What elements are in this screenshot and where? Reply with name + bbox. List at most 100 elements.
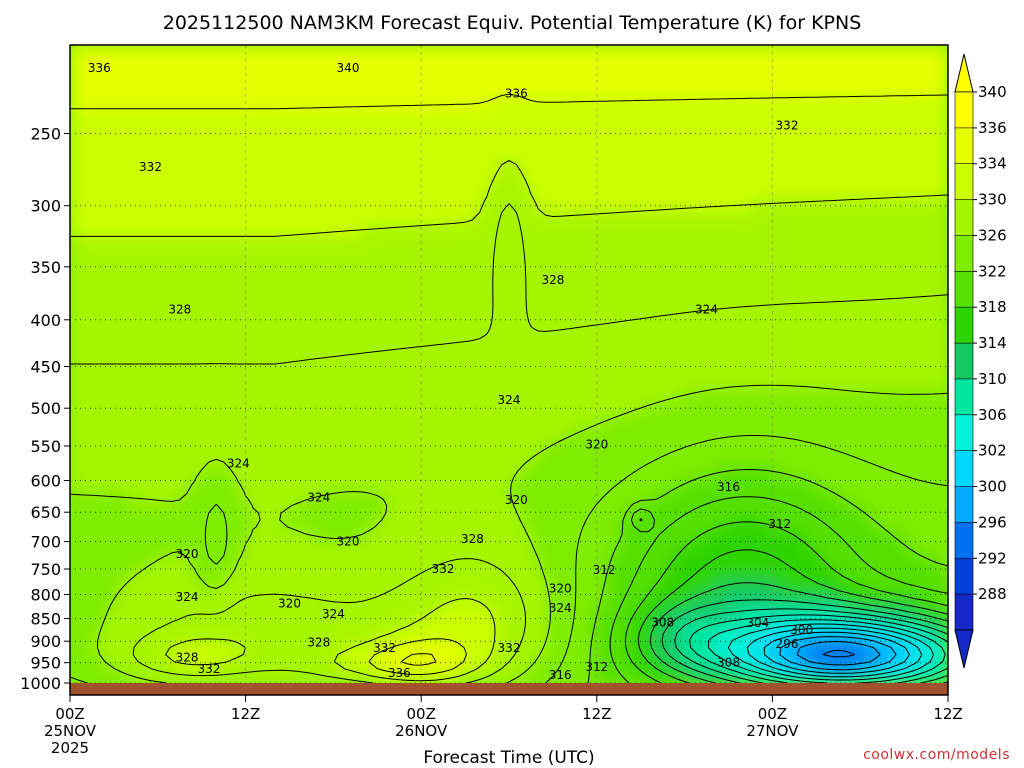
field-cell: [509, 389, 523, 404]
field-cell: [301, 402, 315, 417]
field-cell: [106, 57, 120, 72]
field-cell: [460, 223, 474, 238]
field-cell: [850, 542, 864, 557]
field-cell: [765, 568, 779, 582]
field-cell: [752, 210, 767, 225]
field-cell: [509, 223, 523, 238]
field-cell: [167, 300, 181, 314]
field-cell: [850, 236, 864, 251]
field-cell: [387, 542, 401, 557]
field-cell: [265, 57, 279, 72]
field-cell: [106, 45, 120, 59]
field-cell: [191, 427, 206, 442]
field-cell: [545, 147, 559, 161]
field-cell: [545, 542, 559, 557]
y-tick-label: 350: [30, 258, 61, 277]
field-cell: [496, 466, 510, 480]
credit-text[interactable]: coolwx.com/models: [863, 747, 1010, 763]
field-cell: [740, 96, 754, 110]
field-cell: [70, 57, 84, 72]
field-cell: [582, 313, 596, 327]
field-cell: [582, 134, 596, 149]
field-cell: [448, 261, 462, 276]
field-cell: [765, 478, 779, 493]
field-cell: [582, 351, 596, 365]
field-cell: [155, 415, 169, 429]
field-cell: [399, 593, 413, 608]
field-cell: [265, 478, 279, 493]
field-cell: [752, 147, 767, 161]
field-cell: [801, 657, 815, 672]
field-cell: [679, 670, 693, 683]
field-cell: [691, 83, 706, 98]
field-cell: [887, 198, 901, 212]
field-cell: [521, 529, 535, 544]
field-cell: [423, 580, 437, 595]
field-cell: [143, 70, 157, 85]
field-cell: [94, 670, 108, 683]
field-cell: [570, 351, 584, 365]
field-cell: [801, 172, 815, 187]
field-cell: [472, 210, 486, 225]
field-cell: [374, 427, 389, 442]
field-cell: [94, 466, 108, 480]
field-cell: [143, 351, 157, 365]
field-cell: [887, 300, 901, 314]
field-cell: [582, 491, 596, 506]
field-cell: [813, 632, 828, 646]
field-cell: [777, 351, 791, 365]
field-cell: [118, 491, 132, 506]
field-cell: [630, 198, 645, 212]
field-cell: [472, 108, 486, 123]
field-cell: [789, 134, 803, 149]
field-cell: [618, 274, 632, 289]
field-cell: [387, 236, 401, 251]
field-cell: [472, 517, 486, 531]
field-cell: [570, 376, 584, 391]
field-cell: [752, 134, 767, 149]
field-cell: [350, 580, 364, 595]
field-cell: [484, 453, 498, 468]
field-cell: [655, 159, 669, 174]
field-cell: [460, 210, 474, 225]
field-cell: [765, 504, 779, 519]
field-cell: [667, 338, 681, 353]
field-cell: [155, 249, 169, 263]
field-cell: [740, 159, 754, 174]
field-cell: [484, 249, 498, 263]
field-cell: [435, 389, 449, 404]
field-cell: [691, 70, 706, 85]
field-cell: [691, 351, 706, 365]
field-cell: [935, 236, 948, 251]
field-cell: [179, 121, 193, 136]
field-cell: [484, 593, 498, 608]
field-cell: [435, 185, 449, 200]
field-cell: [594, 415, 608, 429]
field-cell: [179, 580, 193, 595]
field-cell: [411, 134, 425, 149]
field-cell: [606, 364, 620, 378]
field-cell: [643, 210, 657, 225]
field-cell: [752, 236, 767, 251]
field-cell: [630, 96, 645, 110]
field-cell: [643, 261, 657, 276]
field-cell: [240, 147, 254, 161]
field-cell: [643, 364, 657, 378]
field-cell: [228, 121, 242, 136]
field-cell: [191, 261, 206, 276]
field-cell: [850, 223, 864, 238]
field-cell: [448, 70, 462, 85]
field-cell: [94, 427, 108, 442]
field-cell: [106, 96, 120, 110]
field-cell: [655, 57, 669, 72]
field-cell: [643, 185, 657, 200]
field-cell: [557, 593, 571, 608]
field-cell: [106, 287, 120, 302]
contour-line-338: [400, 653, 437, 666]
field-cell: [191, 529, 206, 544]
y-tick-label: 400: [30, 311, 61, 330]
colorbar-label: 326: [978, 227, 1007, 245]
field-cell: [935, 542, 948, 557]
